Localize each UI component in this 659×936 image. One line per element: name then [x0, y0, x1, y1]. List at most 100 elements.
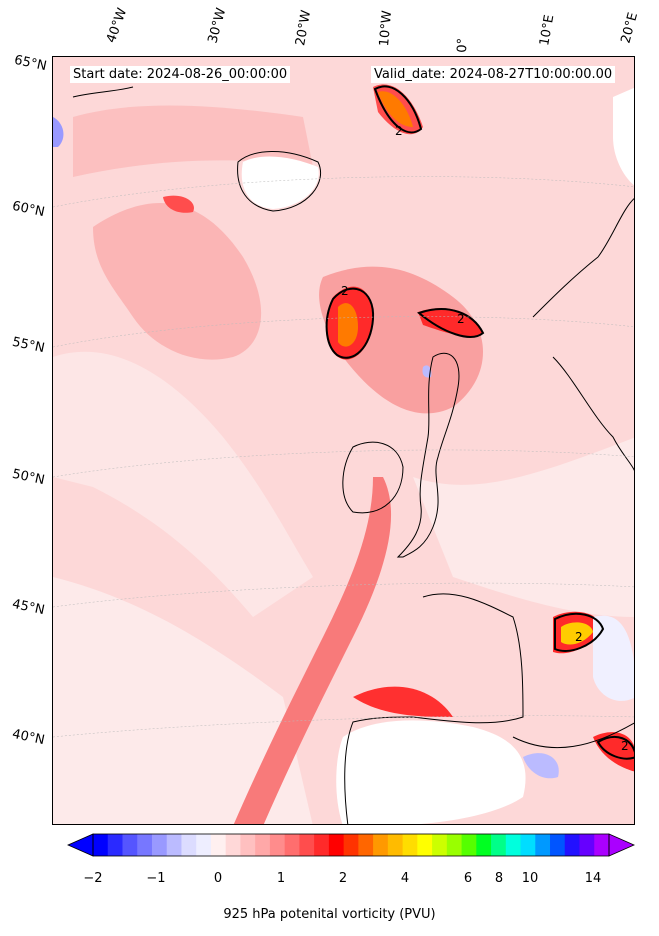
colorbar-swatch	[210, 834, 227, 856]
graticule-line	[53, 316, 634, 348]
pv-map: 2 2 2 2 2	[52, 56, 635, 825]
colorbar-tick-label: 0	[213, 871, 223, 886]
colorbar-swatch	[564, 834, 581, 856]
mediterranean-coast	[512, 722, 634, 749]
pv-jet-band	[233, 477, 392, 824]
contour-label: 2	[575, 630, 583, 644]
colorbar-swatch	[520, 834, 536, 856]
lat-label-40n: 40°N	[10, 726, 46, 749]
colorbar-tick-label: 2	[338, 871, 348, 886]
graticule-line	[53, 449, 634, 478]
pv-2-contour	[416, 308, 485, 338]
colorbar-swatch	[579, 834, 595, 856]
contour-label: 2	[395, 124, 403, 138]
pv-2-contour	[373, 85, 423, 134]
lon-label-0: 0°	[455, 37, 471, 53]
colorbar-swatch	[461, 834, 477, 856]
start-date-label: Start date: 2024-08-26_00:00:00	[70, 66, 291, 83]
colorbar-tick-label: 4	[400, 871, 410, 886]
colorbar-tick-label: 1	[276, 871, 286, 886]
pv-strong-feature	[593, 732, 634, 772]
lon-label-40w: 40°W	[103, 6, 131, 45]
colorbar-swatch	[476, 834, 492, 856]
colorbar-swatch	[137, 834, 153, 856]
iceland-coast	[237, 151, 322, 212]
iberia-land	[336, 720, 526, 824]
pv-light-patch	[53, 351, 313, 617]
pv-2-contour	[554, 612, 605, 652]
lat-label-50n: 50°N	[10, 466, 46, 489]
colorbar-swatch	[358, 834, 374, 856]
alps-land	[593, 615, 634, 701]
colorbar-swatch	[196, 834, 212, 856]
lat-label-55n: 55°N	[10, 334, 46, 357]
colorbar-swatch	[417, 834, 433, 856]
colorbar-outline	[92, 833, 610, 857]
pv-light-patch	[53, 577, 313, 824]
colorbar-tick-label: 14	[584, 871, 602, 886]
contour-label: 2	[341, 284, 349, 298]
colorbar-swatch	[328, 834, 345, 856]
valid-date-label: Valid_date: 2024-08-27T10:00:00.00	[371, 66, 616, 83]
colorbar-tick-label: −1	[146, 871, 166, 886]
france-iberia-coast	[344, 593, 524, 824]
colorbar-swatch	[284, 834, 300, 856]
contour-label: 2	[621, 739, 629, 753]
colorbar-title: 925 hPa potenital vorticity (PVU)	[223, 907, 436, 922]
lon-label-20w: 20°W	[293, 9, 315, 48]
graticule-line	[53, 176, 634, 208]
colorbar-swatch	[225, 834, 241, 856]
pv-strong-feature	[163, 195, 194, 213]
colorbar-swatch	[594, 834, 610, 856]
negative-pv-spot	[53, 117, 64, 147]
colorbar-swatch	[550, 834, 566, 856]
colorbar-swatch	[181, 834, 197, 856]
lat-label-65n: 65°N	[12, 52, 48, 75]
colorbar-swatch	[535, 834, 551, 856]
colorbar-swatch	[93, 834, 109, 856]
graticule-line	[53, 715, 634, 738]
contour-label: 2	[457, 312, 465, 326]
colorbar-swatch	[387, 834, 404, 856]
colorbar-max-arrow	[608, 833, 635, 857]
pv-peak-feature	[338, 303, 358, 347]
colorbar-tick-label: 8	[494, 871, 504, 886]
colorbar-swatch	[151, 834, 168, 856]
colorbar-swatch	[269, 834, 286, 856]
colorbar-swatch	[491, 834, 507, 856]
colorbar-swatch	[240, 834, 256, 856]
pv-field-svg: 2 2 2 2 2	[53, 57, 634, 824]
pv-2-contour	[325, 287, 375, 359]
lat-label-45n: 45°N	[10, 596, 46, 619]
colorbar-swatch	[314, 834, 330, 856]
colorbar-swatch	[299, 834, 315, 856]
denmark-coast	[552, 356, 634, 472]
pv-light-patch	[413, 437, 634, 617]
colorbar-swatch	[166, 834, 182, 856]
great-britain-coast	[396, 352, 460, 558]
colorbar-swatch	[432, 834, 448, 856]
colorbar	[67, 833, 635, 857]
negative-pv-spot	[523, 753, 559, 779]
lat-label-60n: 60°N	[10, 198, 46, 221]
colorbar-swatch	[373, 834, 389, 856]
colorbar-swatch	[446, 834, 463, 856]
colorbar-swatch	[255, 834, 271, 856]
colorbar-tick-label: 10	[521, 871, 539, 886]
colorbar-tick-label: 6	[463, 871, 473, 886]
colorbar-swatch	[122, 834, 138, 856]
colorbar-swatch	[107, 834, 123, 856]
colorbar-swatch	[402, 834, 418, 856]
colorbar-swatch	[505, 834, 522, 856]
colorbar-swatches	[93, 834, 610, 856]
pv-peak-feature	[561, 622, 593, 645]
pv-peak-feature	[378, 91, 413, 127]
negative-pv-spot	[422, 365, 432, 378]
colorbar-tick-label: −2	[83, 871, 103, 886]
lon-label-10w: 10°W	[377, 9, 396, 47]
iceland-land	[241, 156, 319, 209]
lon-label-10e: 10°E	[537, 13, 558, 47]
norway-coast	[532, 198, 634, 318]
graticule-line	[53, 582, 634, 608]
pv-2-contour	[596, 736, 634, 760]
